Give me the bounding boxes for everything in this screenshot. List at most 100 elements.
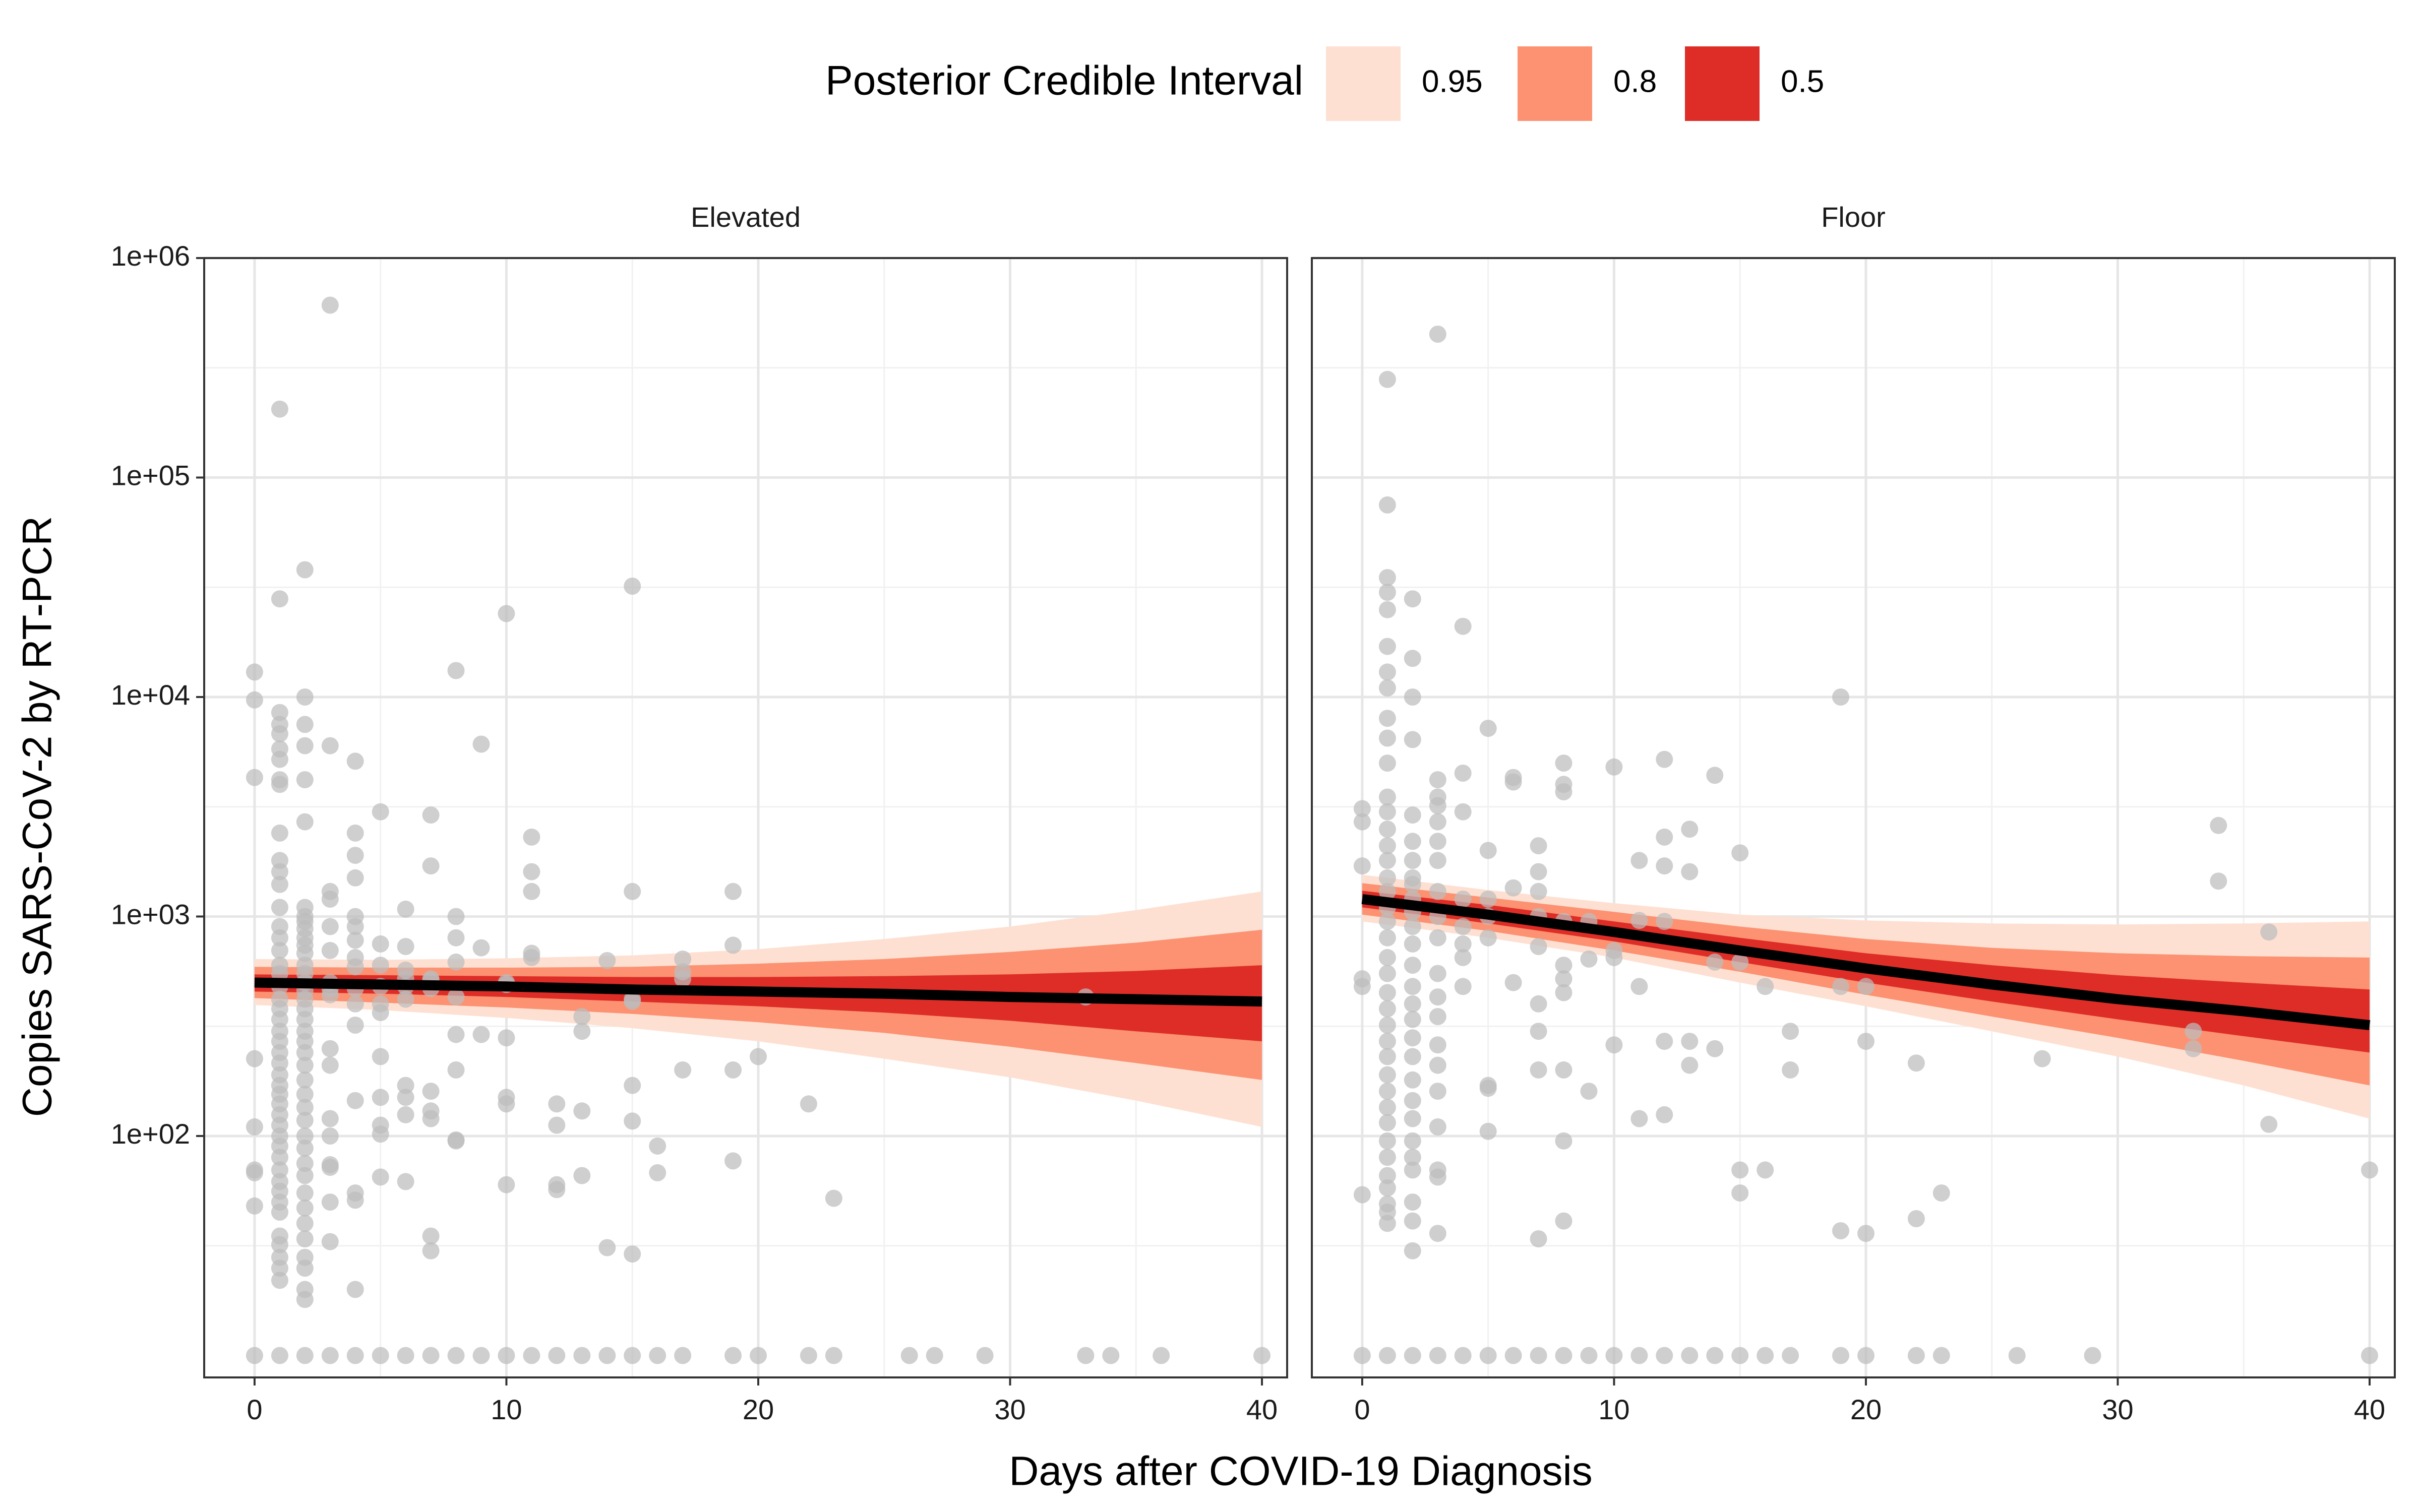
data-point: [321, 296, 339, 314]
data-point: [1404, 1011, 1421, 1028]
data-point: [372, 1089, 389, 1106]
x-tick-label: 20: [743, 1394, 774, 1425]
data-point: [1454, 918, 1472, 935]
data-points: [1353, 326, 2378, 1364]
data-point: [296, 1167, 314, 1184]
data-point: [422, 1242, 440, 1259]
data-point: [548, 1095, 566, 1113]
data-point: [598, 1347, 616, 1364]
data-point: [498, 1347, 515, 1364]
legend-label: 0.8: [1613, 64, 1657, 99]
data-point: [1429, 1056, 1446, 1074]
facet-strip-label: Elevated: [691, 201, 801, 233]
data-point: [674, 970, 692, 988]
data-point: [246, 1164, 263, 1181]
data-point: [724, 1152, 742, 1170]
data-point: [296, 944, 314, 962]
data-point: [1832, 1347, 1849, 1364]
data-point: [447, 1026, 465, 1043]
data-point: [246, 1050, 263, 1067]
data-point: [1429, 883, 1446, 900]
data-point: [1706, 1040, 1724, 1057]
data-point: [346, 824, 364, 842]
data-point: [1378, 754, 1396, 772]
data-point: [1555, 1212, 1572, 1230]
data-point: [1353, 857, 1371, 875]
data-point: [1353, 978, 1371, 995]
data-point: [1530, 863, 1547, 880]
data-point: [1404, 1029, 1421, 1047]
median-line: [254, 977, 1262, 1007]
data-point: [1378, 1017, 1396, 1034]
data-point: [271, 725, 288, 742]
data-point: [1706, 953, 1724, 971]
data-point: [750, 1347, 767, 1364]
data-point: [1253, 1347, 1270, 1364]
data-point: [1077, 1347, 1095, 1364]
x-tick-label: 0: [1354, 1394, 1370, 1425]
data-point: [1580, 1347, 1598, 1364]
data-point: [296, 1291, 314, 1308]
data-point: [447, 929, 465, 947]
data-point: [1378, 788, 1396, 806]
panel-elevated: Elevated 0 10 20 30 40 1e+02 1e+03 1e+04 1e+05 1e+…: [111, 201, 1288, 1425]
data-point: [422, 1227, 440, 1245]
data-point: [1378, 1083, 1396, 1100]
data-point: [246, 1197, 263, 1215]
data-point: [1530, 1347, 1547, 1364]
data-point: [1630, 912, 1648, 929]
data-point: [271, 899, 288, 916]
data-point: [321, 737, 339, 754]
data-point: [321, 941, 339, 959]
data-point: [296, 1044, 314, 1061]
data-point: [1378, 1099, 1396, 1116]
data-point: [397, 990, 414, 1008]
data-point: [1429, 929, 1446, 947]
data-point: [1656, 828, 1673, 846]
data-point: [296, 716, 314, 733]
data-point: [271, 1272, 288, 1289]
data-point: [296, 1347, 314, 1364]
data-point: [1378, 1215, 1396, 1232]
data-point: [246, 1118, 263, 1136]
facet-panels: Elevated 0 10 20 30 40 1e+02 1e+03 1e+04 1e+05 1e+…: [111, 201, 2396, 1425]
data-point: [1404, 1048, 1421, 1065]
median-line: [1361, 894, 2371, 1030]
data-point: [1102, 1347, 1120, 1364]
data-point: [1605, 758, 1623, 776]
data-point: [1857, 1033, 1874, 1050]
data-point: [1378, 984, 1396, 1001]
data-point: [1429, 833, 1446, 850]
data-point: [447, 662, 465, 679]
panel-border: [203, 257, 1288, 1378]
data-point: [1530, 1230, 1547, 1247]
data-point: [1479, 1347, 1497, 1364]
data-point: [1454, 949, 1472, 966]
grid: [204, 257, 1287, 1377]
data-point: [296, 1155, 314, 1172]
data-point: [296, 1071, 314, 1089]
data-point: [271, 1259, 288, 1277]
data-point: [624, 993, 641, 1011]
data-point: [346, 1281, 364, 1298]
data-point: [372, 935, 389, 953]
data-point: [296, 561, 314, 579]
data-point: [372, 1048, 389, 1065]
data-point: [1555, 783, 1572, 800]
data-point: [1731, 844, 1749, 862]
y-axis-title: Copies SARS-CoV-2 by RT-PCR: [15, 516, 60, 1117]
data-point: [447, 1132, 465, 1150]
data-point: [271, 1054, 288, 1072]
facet-strip-label: Floor: [1821, 201, 1886, 233]
data-point: [523, 1347, 540, 1364]
data-point: [1404, 806, 1421, 824]
data-point: [321, 986, 339, 1003]
data-point: [397, 900, 414, 918]
y-tick-label: 1e+05: [111, 459, 190, 491]
data-point: [271, 1204, 288, 1221]
data-point: [624, 1245, 641, 1263]
data-point: [271, 400, 288, 418]
data-point: [1378, 1048, 1396, 1065]
data-point: [447, 988, 465, 1006]
data-point: [2361, 1161, 2378, 1179]
